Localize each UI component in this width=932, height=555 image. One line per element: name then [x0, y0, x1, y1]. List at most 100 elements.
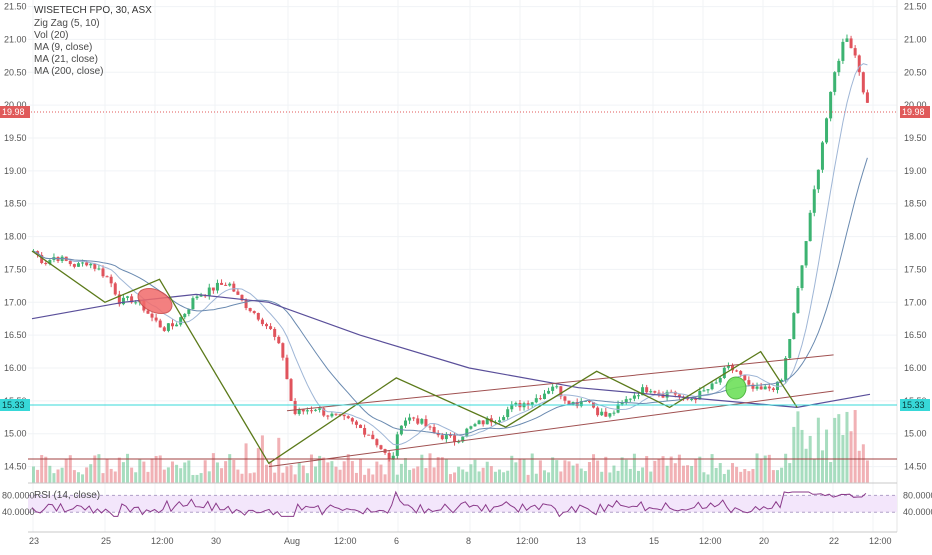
candle-body [130, 296, 134, 303]
price-tick-right: 21.50 [904, 2, 927, 12]
volume-bar [469, 464, 473, 483]
candle-body [726, 365, 730, 368]
candle-body [277, 336, 281, 344]
volume-bar [81, 474, 85, 483]
volume-bar [113, 471, 117, 483]
time-tick: Aug [284, 536, 300, 546]
volume-bar [183, 462, 187, 483]
volume-bar [665, 465, 669, 483]
level-marker: 15.33 15.33 [0, 399, 930, 411]
volume-bar [457, 466, 461, 483]
volume-bar [514, 462, 518, 483]
volume-bar [653, 460, 657, 483]
price-tick-left: 16.00 [4, 363, 27, 373]
volume-bar [338, 469, 342, 483]
volume-bar [481, 467, 485, 483]
volume-bar [853, 410, 857, 483]
candle-body [420, 419, 424, 424]
candle-body [739, 371, 743, 375]
volume-bar [845, 411, 849, 483]
channel-lower [268, 390, 834, 468]
candle-body [350, 418, 354, 422]
volume-bar [600, 471, 604, 483]
volume-bar [702, 472, 706, 483]
volume-bar [542, 470, 546, 483]
volume-bar [731, 463, 735, 483]
candle-body [735, 370, 739, 372]
volume-bar [359, 458, 363, 483]
time-tick: 12:00 [869, 536, 892, 546]
volume-bar [555, 460, 559, 483]
candle-body [718, 377, 722, 383]
price-tick-left: 21.00 [4, 34, 27, 44]
time-tick: 30 [211, 536, 221, 546]
time-tick: 20 [759, 536, 769, 546]
candle-body [179, 317, 183, 325]
level-tag-right [900, 399, 930, 411]
volume-bar [60, 467, 64, 483]
volume-bar [424, 468, 428, 483]
candle-body [109, 276, 113, 284]
volume-bar [403, 458, 407, 483]
candle-body [849, 38, 853, 49]
candle-body [195, 296, 199, 299]
volume-bar [857, 450, 861, 483]
volume-bar [465, 471, 469, 483]
candle-body [105, 276, 109, 278]
volume-bar [771, 470, 775, 483]
volume-bar [191, 474, 195, 483]
volume-bar [399, 463, 403, 483]
volume-bar [203, 460, 207, 483]
volume-bar [567, 461, 571, 483]
candle-body [473, 424, 477, 427]
candle-body [379, 445, 383, 450]
candle-body [444, 435, 448, 440]
volume-bar [694, 458, 698, 483]
candle-body [97, 268, 101, 270]
candle-body [334, 413, 338, 415]
candle-body [113, 283, 117, 295]
price-tick-right: 17.50 [904, 264, 927, 274]
candle-body [232, 283, 236, 292]
time-tick: 22 [829, 536, 839, 546]
volume-bar [273, 472, 277, 483]
volume-bar [583, 471, 587, 483]
volume-bar [755, 453, 759, 483]
candle-body [751, 384, 755, 389]
volume-bar [681, 465, 685, 483]
candle-body [170, 323, 174, 327]
legend-title: WISETECH FPO, 30, ASX [34, 5, 152, 16]
candle-body [534, 398, 538, 403]
candle-body [428, 426, 432, 428]
price-tick-left: 17.00 [4, 297, 27, 307]
price-tick-right: 18.00 [904, 232, 927, 242]
volume-bar [735, 466, 739, 483]
volume-bar [608, 472, 612, 483]
candle-body [220, 282, 224, 285]
volume-bar [767, 454, 771, 483]
volume-bar [833, 417, 837, 483]
candle-body [722, 367, 726, 378]
candle-body [387, 452, 391, 459]
level-text-left: 15.33 [2, 400, 25, 410]
candle-body [624, 399, 628, 403]
candle-body [101, 268, 105, 277]
time-tick: 12:00 [334, 536, 357, 546]
volume-bar [530, 453, 534, 483]
candle-body [542, 393, 546, 400]
volume-bar [89, 464, 93, 483]
candle-body [808, 212, 812, 242]
volume-bar [72, 470, 76, 483]
candle-body [154, 317, 158, 321]
volume-bar [444, 458, 448, 483]
volume-bar [739, 471, 743, 483]
candle-body [89, 263, 93, 266]
candle-body [76, 263, 80, 267]
volume-bar [518, 459, 522, 483]
candle-body [759, 386, 763, 390]
candle-body [812, 189, 816, 213]
volume-bar [616, 470, 620, 483]
time-tick: 23 [29, 536, 39, 546]
volume-bar [690, 465, 694, 483]
